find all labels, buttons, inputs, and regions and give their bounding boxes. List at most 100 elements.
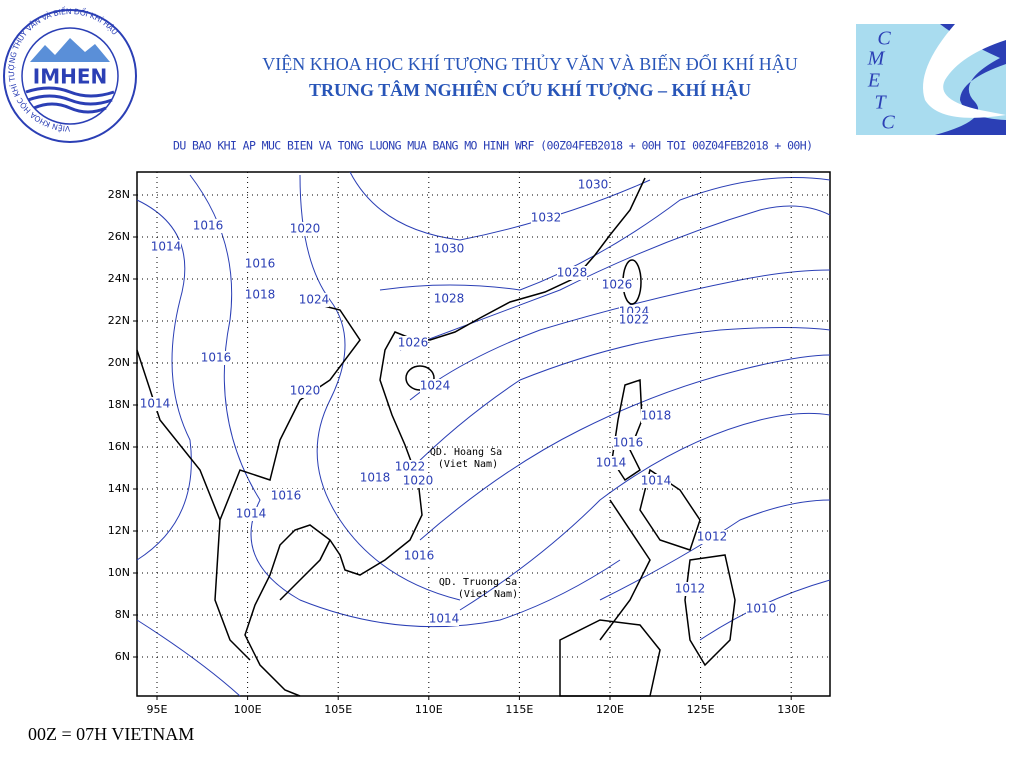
isobar-label: 1022 [395, 460, 426, 474]
label-bg [403, 474, 433, 488]
isobar-label: 1016 [245, 257, 276, 271]
lon-label: 125E [687, 703, 715, 716]
map-frame [136, 171, 831, 697]
isobar-label: 1020 [403, 474, 434, 488]
isobar-label: 1030 [434, 242, 465, 256]
label-bg [531, 211, 561, 225]
label-bg [602, 278, 632, 292]
label-bg [434, 292, 464, 306]
isobar-label: 1014 [236, 507, 267, 521]
labels: 28N 26N 24N 22N 20N 18N 16N 14N 12N 10N 8N 6N 95E 100… [108, 178, 805, 717]
label-bg [395, 460, 425, 474]
grid [133, 172, 830, 700]
lat-label: 10N [108, 566, 130, 579]
lat-label: 28N [108, 188, 130, 201]
isobar-label: 1024 [420, 379, 451, 393]
map-title: DU BAO KHI AP MUC BIEN VA TONG LUONG MUA… [173, 139, 813, 153]
label-bg [193, 219, 223, 233]
institute-name: VIỆN KHOA HỌC KHÍ TƯỢNG THỦY VĂN VÀ BIẾN… [262, 54, 798, 74]
isobar-label: 1016 [613, 436, 644, 450]
label-bg [557, 266, 587, 280]
place-label: QD. Truong Sa [439, 577, 517, 588]
lat-label: 26N [108, 230, 130, 243]
place-label: QD. Hoang Sa [430, 447, 502, 458]
isobar-label: 1014 [596, 456, 627, 470]
lon-label: 100E [234, 703, 262, 716]
label-bg [290, 384, 320, 398]
label-bg [434, 242, 464, 256]
isobar-label: 1018 [245, 288, 276, 302]
lon-label: 105E [324, 703, 352, 716]
logo-letter: C [881, 112, 895, 134]
label-bg [404, 549, 434, 563]
logo-text: IMHEN [33, 65, 107, 89]
label-bg [641, 409, 671, 423]
lon-label: 110E [415, 703, 443, 716]
lat-label: 20N [108, 356, 130, 369]
lon-label: 130E [777, 703, 805, 716]
isobar-label: 1032 [531, 211, 562, 225]
label-bg [420, 379, 450, 393]
isobar-label: 1030 [578, 178, 609, 192]
label-bg [697, 530, 727, 544]
isobar-label: 1028 [434, 292, 465, 306]
lat-label: 24N [108, 272, 130, 285]
logo-letter: E [867, 70, 880, 92]
isobar-label: 1016 [404, 549, 435, 563]
isobar-label: 1018 [641, 409, 672, 423]
isobar-label: 1020 [290, 222, 321, 236]
label-bg [398, 336, 428, 350]
isobar-label: 1012 [697, 530, 728, 544]
label-bg [746, 602, 776, 616]
lat-label: 18N [108, 398, 130, 411]
isobar-label: 1014 [429, 612, 460, 626]
isobar-label: 1020 [290, 384, 321, 398]
logo-letter: C [877, 28, 891, 50]
place-label: (Viet Nam) [438, 459, 498, 470]
lat-label: 6N [115, 650, 130, 663]
isobar-label: 1014 [140, 397, 171, 411]
label-bg [613, 436, 643, 450]
footer-note: 00Z = 07H VIETNAM [28, 724, 195, 744]
isobar-label: 1018 [360, 471, 391, 485]
lon-label: 115E [505, 703, 533, 716]
label-bg [201, 351, 231, 365]
lon-label: 95E [147, 703, 168, 716]
isobar-label: 1026 [602, 278, 633, 292]
label-bg [236, 507, 266, 521]
lat-label: 16N [108, 440, 130, 453]
isobar-label: 1014 [641, 474, 672, 488]
label-bg [271, 489, 301, 503]
label-bg [245, 288, 275, 302]
place-label: (Viet Nam) [458, 589, 518, 600]
logo-right [856, 24, 1006, 135]
lat-label: 14N [108, 482, 130, 495]
isobar-label: 1016 [193, 219, 224, 233]
label-bg [596, 456, 626, 470]
lat-label: 12N [108, 524, 130, 537]
isobar-label: 1016 [201, 351, 232, 365]
label-bg [290, 222, 320, 236]
lat-label: 8N [115, 608, 130, 621]
logo-letter: T [874, 92, 887, 114]
center-name: TRUNG TÂM NGHIÊN CỨU KHÍ TƯỢNG – KHÍ HẬU [308, 80, 752, 100]
lon-label: 120E [596, 703, 624, 716]
logo-left: IMHEN VIỆN KHOA HỌC KHÍ TƯỢNG THỦY VĂN V… [3, 6, 137, 143]
label-bg [619, 313, 649, 327]
isobar-label: 1026 [398, 336, 429, 350]
isobar-label: 1022 [619, 313, 650, 327]
isobar-label: 1028 [557, 266, 588, 280]
isobar-label: 1010 [746, 602, 777, 616]
label-bg [641, 474, 671, 488]
label-bg [140, 397, 170, 411]
isobar-label: 1024 [299, 293, 330, 307]
logo-letter: M [867, 48, 886, 70]
label-bg [675, 582, 705, 596]
isobar-label: 1012 [675, 582, 706, 596]
label-bg [429, 612, 459, 626]
isobar-label: 1014 [151, 240, 182, 254]
map-canvas: IMHEN VIỆN KHOA HỌC KHÍ TƯỢNG THỦY VĂN V… [3, 6, 1006, 717]
isobar-label: 1016 [271, 489, 302, 503]
